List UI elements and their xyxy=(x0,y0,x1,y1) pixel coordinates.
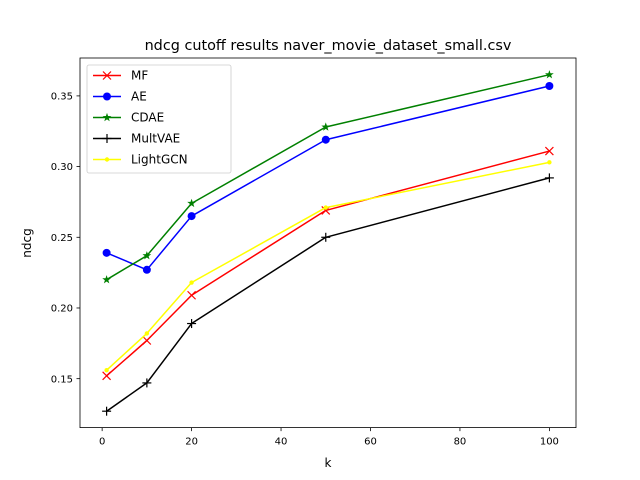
data-point-lightgcn xyxy=(144,331,150,336)
data-point-multvae xyxy=(142,378,152,388)
data-point-mf xyxy=(544,146,554,156)
y-tick-label: 0.25 xyxy=(51,233,73,244)
x-axis-label: k xyxy=(325,456,332,470)
data-point-lightgcn xyxy=(547,160,552,165)
legend-label-mf: MF xyxy=(131,69,148,83)
legend-marker-lightgcn xyxy=(104,157,110,162)
legend-label-multvae: MultVAE xyxy=(131,132,180,146)
data-point-multvae xyxy=(544,173,554,183)
legend-marker-ae xyxy=(103,92,111,101)
data-point-cdae xyxy=(187,198,196,208)
x-tick-label: 0 xyxy=(99,437,105,448)
data-point-mf-stroke-b xyxy=(544,146,554,156)
legend-marker-multvae xyxy=(102,134,112,143)
legend: MF AE CDAE MultVAE LightGCN xyxy=(86,64,232,174)
y-tick-label: 0.20 xyxy=(51,304,73,315)
data-point-mf xyxy=(102,371,112,381)
legend-label-cdae: CDAE xyxy=(131,111,164,125)
y-axis-label: ndcg xyxy=(20,228,34,257)
chart-title: ndcg cutoff results naver_movie_dataset_… xyxy=(145,38,512,54)
data-point-mf xyxy=(187,290,197,300)
x-tick-label: 80 xyxy=(454,437,467,448)
series-group xyxy=(102,70,554,416)
axis-ticks: 0 20 40 60 80 100 0.15 0.20 0.25 0.30 0.35 xyxy=(51,91,559,447)
legend-label-lightgcn: LightGCN xyxy=(131,153,188,167)
x-tick-label: 40 xyxy=(275,437,288,448)
data-point-lightgcn xyxy=(104,367,109,373)
data-point-ae xyxy=(545,81,554,90)
data-point-mf-stroke-b xyxy=(102,371,112,381)
data-point-cdae xyxy=(321,122,331,131)
data-point-lightgcn xyxy=(323,205,328,210)
y-tick-label: 0.15 xyxy=(51,374,73,385)
data-point-multvae xyxy=(187,319,197,329)
data-point-ae xyxy=(187,212,196,221)
data-point-cdae xyxy=(545,70,554,79)
legend-marker-cdae xyxy=(102,112,112,122)
plot-frame xyxy=(79,57,577,429)
legend-box xyxy=(86,64,232,174)
data-point-mf-stroke-b xyxy=(187,290,197,300)
data-point-multvae xyxy=(321,232,331,242)
data-point-mf-stroke-b xyxy=(142,336,152,345)
x-tick-label: 60 xyxy=(364,437,377,448)
x-tick-label: 100 xyxy=(540,437,559,448)
data-point-multvae xyxy=(102,406,112,416)
data-point-cdae xyxy=(102,275,111,284)
data-point-lightgcn xyxy=(189,280,194,285)
x-tick-label: 20 xyxy=(185,437,198,448)
legend-marker-mf xyxy=(102,71,112,80)
data-point-mf xyxy=(142,336,152,345)
data-point-ae xyxy=(142,265,151,274)
data-point-ae xyxy=(102,248,111,257)
data-point-cdae xyxy=(142,251,152,260)
y-tick-label: 0.30 xyxy=(51,162,73,173)
legend-label-ae: AE xyxy=(131,90,147,104)
y-tick-label: 0.35 xyxy=(51,91,73,102)
data-point-ae xyxy=(321,135,330,144)
legend-marker-mf-stroke-b xyxy=(102,71,112,80)
